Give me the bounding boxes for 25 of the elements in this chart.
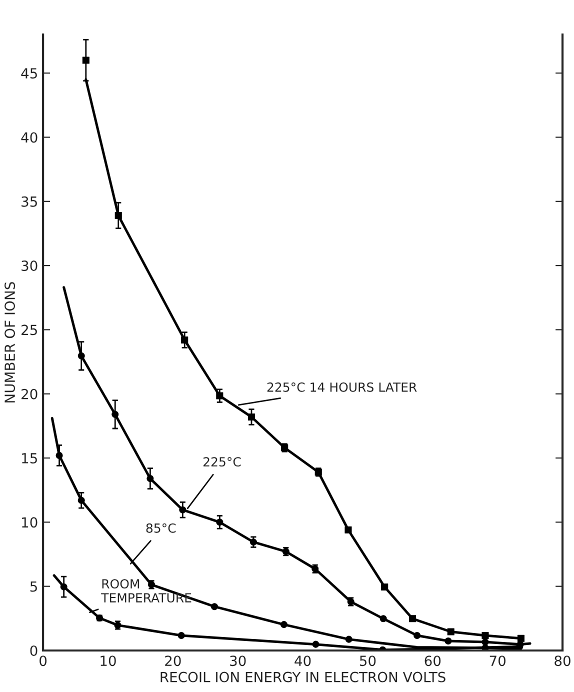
- x-tick-label: 80: [554, 656, 570, 666]
- x-tick-label: 40: [294, 656, 311, 666]
- annotation: 85°C: [146, 523, 176, 533]
- y-tick-label: 20: [22, 388, 38, 400]
- y-tick-label: 35: [22, 196, 37, 207]
- y-tick-label: 0: [30, 645, 38, 656]
- x-tick-label: 10: [100, 656, 116, 666]
- x-tick-label: 60: [424, 656, 441, 666]
- x-tick-label: 0: [40, 656, 47, 666]
- annotation: ROOM TEMPERATURE: [101, 579, 192, 603]
- y-tick-label: 25: [22, 324, 37, 336]
- x-tick-label: 30: [230, 656, 246, 666]
- y-tick-label: 5: [30, 581, 37, 592]
- y-tick-label: 40: [21, 132, 38, 143]
- x-tick-label: 20: [165, 656, 181, 666]
- x-tick-label: 50: [360, 656, 376, 666]
- y-tick-label: 15: [22, 453, 37, 464]
- y-tick-label: 30: [22, 260, 38, 272]
- y-tick-label: 45: [21, 68, 37, 79]
- annotation: 225°C 14 HOURS LATER: [267, 382, 417, 392]
- x-tick-label: 70: [490, 656, 506, 666]
- x-axis-title: RECOIL ION ENERGY IN ELECTRON VOLTS: [160, 672, 446, 682]
- y-axis-title: NUMBER OF IONS: [4, 282, 16, 402]
- y-tick-label: 10: [22, 517, 38, 528]
- annotation: 225°C: [203, 457, 241, 467]
